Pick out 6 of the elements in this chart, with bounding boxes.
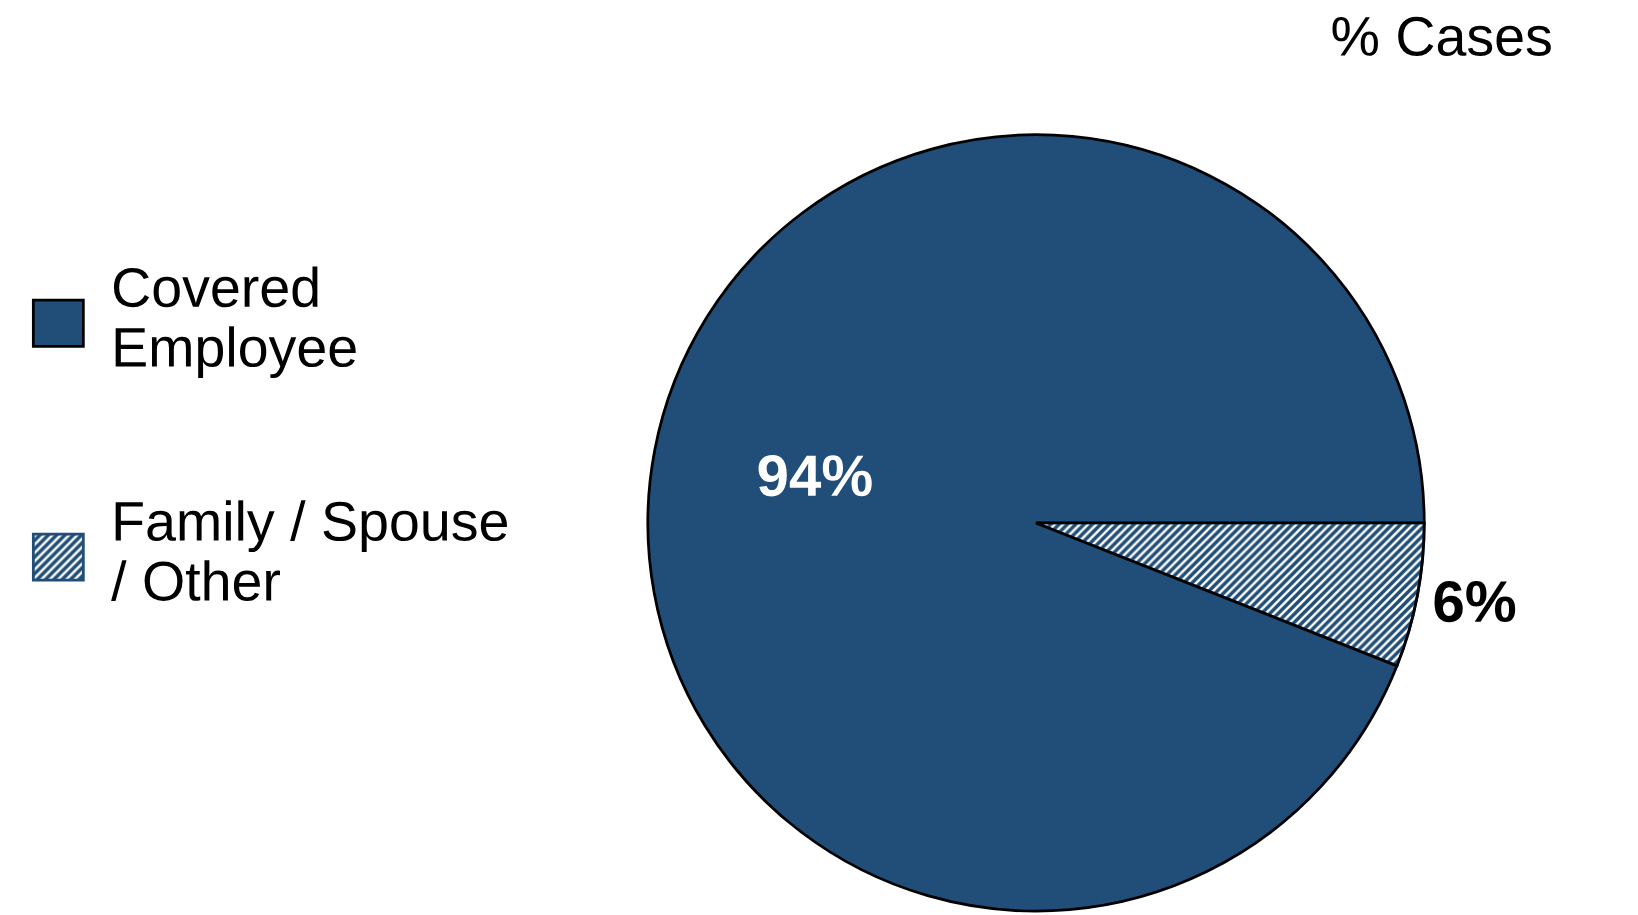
legend-label: Family / Spouse / Other xyxy=(111,500,507,601)
pie-slice xyxy=(646,133,1426,913)
legend-label: Covered Employee xyxy=(113,266,356,379)
chart-title: % Cases xyxy=(1332,16,1551,57)
data-label: 6% xyxy=(1434,580,1516,623)
data-label: 94% xyxy=(758,455,872,497)
